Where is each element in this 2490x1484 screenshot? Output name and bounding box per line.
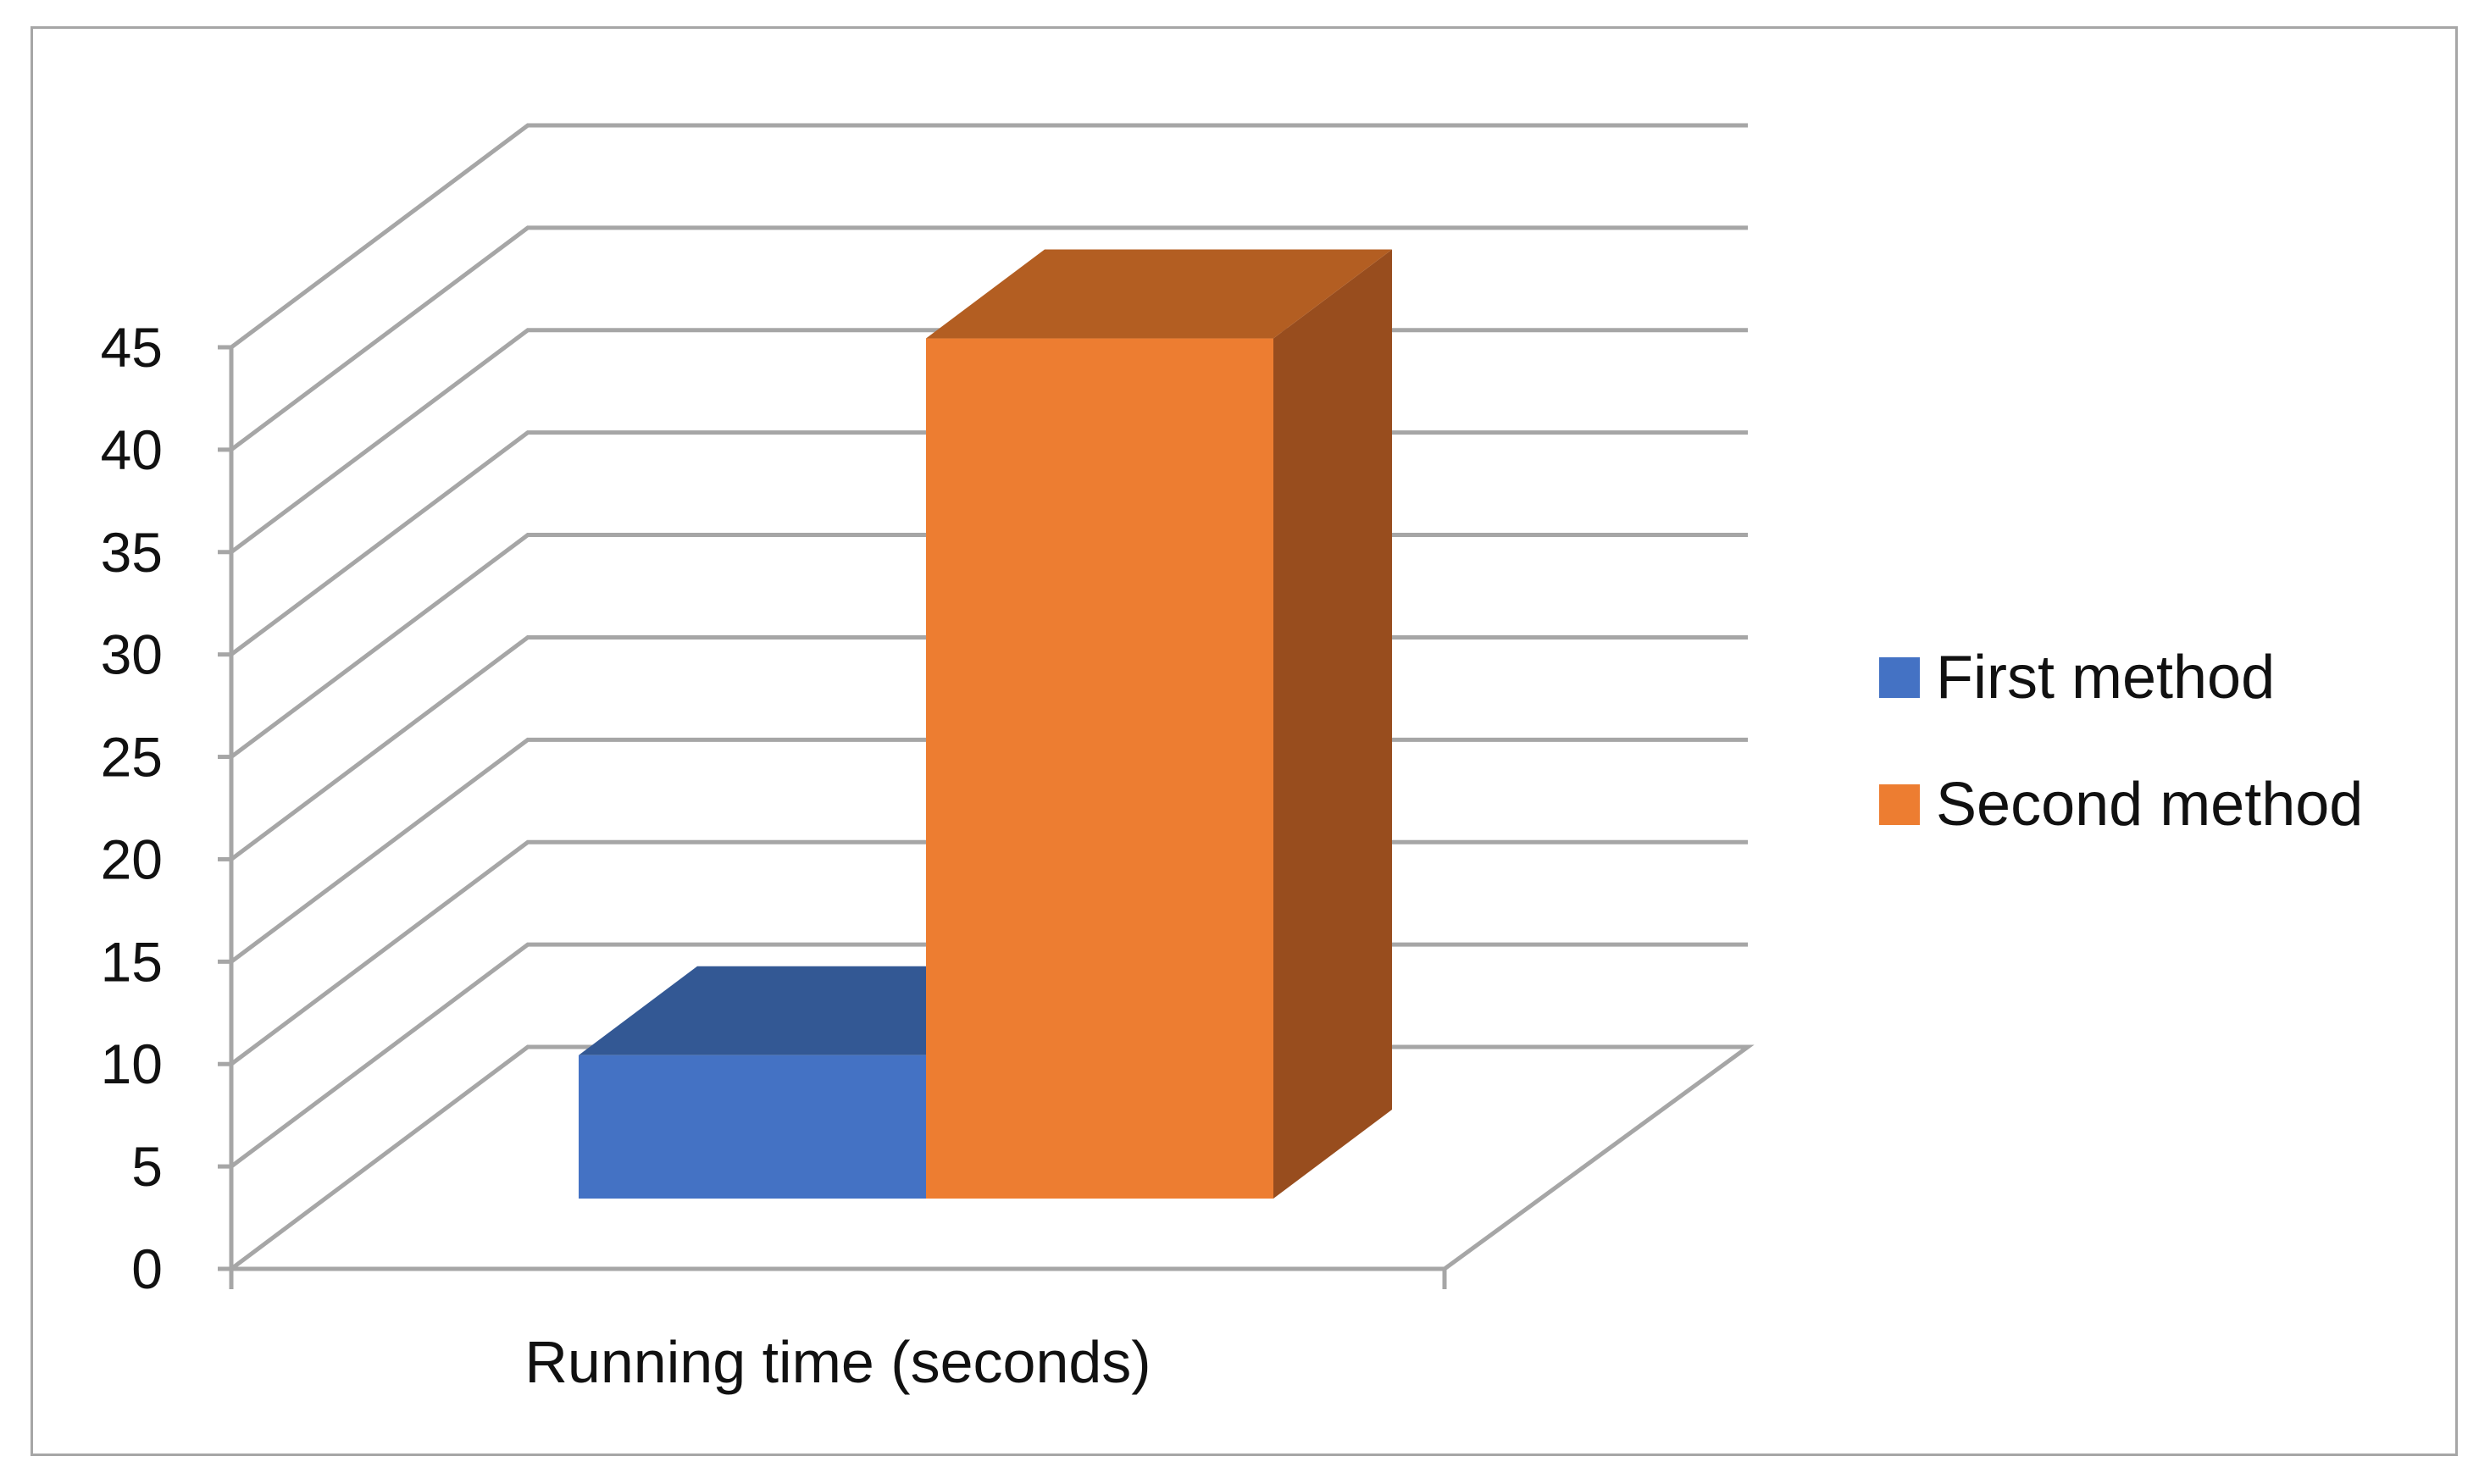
bar-side xyxy=(1273,249,1392,1199)
bars xyxy=(579,249,1392,1199)
gridline xyxy=(230,123,1748,350)
y-tick-labels: 0 5 10 15 20 25 30 35 40 45 xyxy=(101,316,163,1300)
category-label: Running time (seconds) xyxy=(524,1329,1151,1395)
category-labels: Running time (seconds) xyxy=(524,1329,1151,1395)
bar-second-method xyxy=(926,249,1392,1199)
bar-front xyxy=(926,338,1273,1199)
gridline xyxy=(230,225,1748,451)
y-tick-label: 5 xyxy=(131,1135,163,1198)
y-tick-label: 0 xyxy=(131,1238,163,1300)
legend-label: First method xyxy=(1936,644,2275,712)
y-tick-label: 45 xyxy=(101,316,163,379)
y-tick-label: 20 xyxy=(101,828,163,890)
legend-label: Second method xyxy=(1936,771,2363,839)
legend: First method Second method xyxy=(1879,644,2363,839)
y-tick-label: 25 xyxy=(101,726,163,789)
y-tick-label: 10 xyxy=(101,1033,163,1095)
bar-top xyxy=(926,249,1392,339)
y-tick-label: 30 xyxy=(101,623,163,686)
legend-swatch xyxy=(1879,784,1920,825)
y-tick-label: 15 xyxy=(101,930,163,993)
y-tick-label: 40 xyxy=(101,418,163,481)
bar-front xyxy=(579,1055,926,1199)
y-tick-label: 35 xyxy=(101,521,163,584)
legend-swatch xyxy=(1879,657,1920,698)
